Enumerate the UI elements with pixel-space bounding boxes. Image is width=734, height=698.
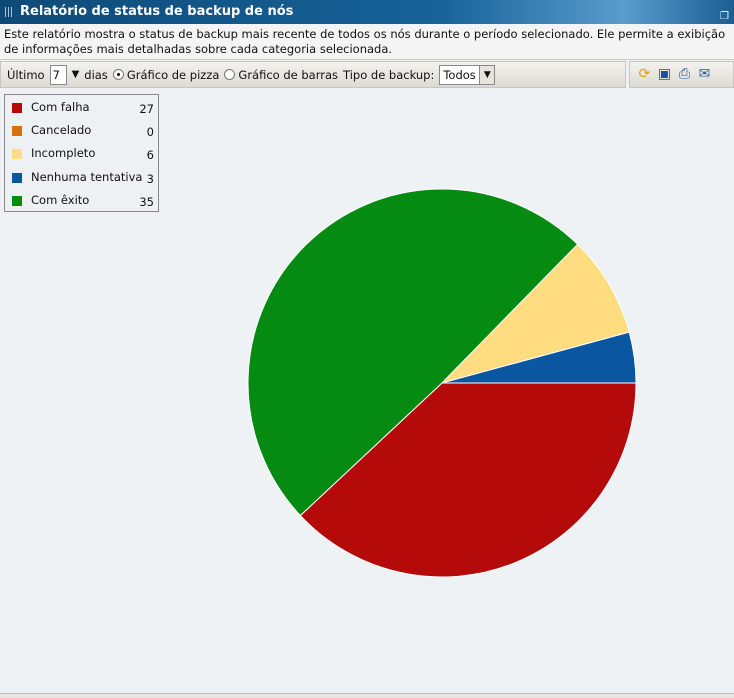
legend-label: Incompleto — [31, 146, 96, 161]
chart-legend: Com falha 27 Cancelado 0 Incompleto 6 Nenhuma … — [4, 94, 159, 212]
pie-chart-radio[interactable]: Gráfico de pizza — [112, 68, 219, 82]
legend-label: Com falha — [31, 100, 90, 114]
pie-slice-com-êxito[interactable] — [247, 188, 579, 517]
filter-toolbar: Último 7 ▼ dias Gráfico de pizza Gráfico… — [0, 61, 626, 88]
legend-item[interactable]: Com êxito 35 — [5, 191, 160, 214]
last-label: Último — [7, 67, 45, 82]
legend-label: Com êxito — [31, 192, 90, 207]
window-title-bar: Relatório de status de backup de nós ❐ — [0, 0, 734, 24]
legend-value: 27 — [139, 102, 154, 116]
drag-grip-icon[interactable] — [5, 7, 13, 17]
days-dropdown-icon[interactable]: ▼ — [71, 69, 80, 80]
backup-type-label: Tipo de backup: — [343, 67, 435, 82]
restore-icon[interactable]: ❐ — [720, 11, 729, 22]
print-icon[interactable]: ⎙ — [678, 66, 691, 82]
legend-swatch — [12, 103, 22, 113]
legend-value: 3 — [146, 171, 154, 186]
legend-swatch — [12, 149, 22, 160]
pie-slice-com-falha[interactable] — [299, 382, 637, 578]
report-description: Este relatório mostra o status de backup… — [0, 24, 734, 60]
legend-item[interactable]: Cancelado 0 — [5, 121, 160, 144]
legend-swatch — [12, 195, 22, 206]
pie-slice-nenhuma-tentativa[interactable] — [441, 331, 637, 384]
backup-type-select[interactable]: Todos ▼ — [439, 64, 496, 85]
bar-chart-radio[interactable]: Gráfico de barras — [224, 68, 338, 82]
save-icon[interactable]: ▣ — [657, 66, 672, 82]
legend-swatch — [12, 126, 22, 137]
refresh-icon[interactable]: ⟳ — [638, 66, 651, 82]
legend-value: 0 — [146, 125, 154, 140]
legend-label: Nenhuma tentativa — [31, 169, 143, 184]
bottom-border — [0, 693, 734, 698]
action-toolbar: ⟳ ▣ ⎙ ✉ — [629, 61, 734, 88]
pie-slice-incompleto[interactable] — [440, 243, 630, 384]
email-icon[interactable]: ✉ — [698, 66, 711, 82]
legend-item[interactable]: Incompleto 6 — [5, 144, 160, 167]
legend-item[interactable]: Nenhuma tentativa 3 — [5, 168, 160, 191]
days-label: dias — [84, 67, 108, 82]
chevron-down-icon[interactable]: ▼ — [479, 65, 495, 84]
days-input[interactable]: 7 — [49, 64, 67, 85]
legend-value: 6 — [146, 148, 154, 163]
window-title: Relatório de status de backup de nós — [20, 4, 294, 19]
legend-label: Cancelado — [31, 123, 92, 138]
legend-value: 35 — [139, 194, 154, 209]
legend-swatch — [12, 172, 22, 183]
legend-item[interactable]: Com falha 27 — [5, 98, 160, 121]
